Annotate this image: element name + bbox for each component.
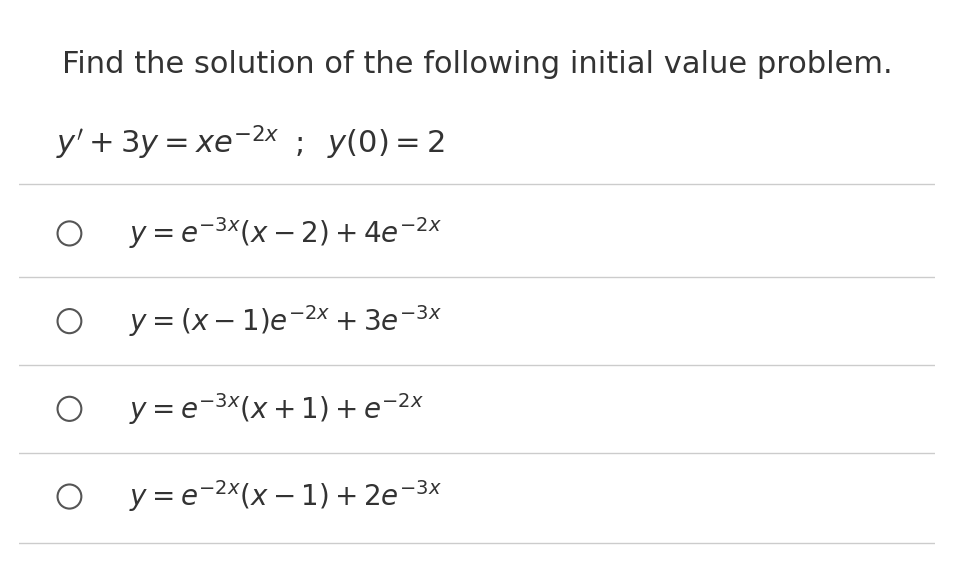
Text: $y=\left(x-1\right)e^{-2x}+3e^{-3x}$: $y=\left(x-1\right)e^{-2x}+3e^{-3x}$ [129, 303, 441, 339]
Text: Find the solution of the following initial value problem.: Find the solution of the following initi… [62, 50, 891, 79]
Text: $y=e^{-3x}\left(x-2\right)+4e^{-2x}$: $y=e^{-3x}\left(x-2\right)+4e^{-2x}$ [129, 215, 441, 251]
Text: $y^{\prime}+3y=xe^{-2x}\;\;;\;\;y\left(0\right)=2$: $y^{\prime}+3y=xe^{-2x}\;\;;\;\;y\left(0… [55, 124, 444, 162]
Text: $y=e^{-3x}\left(x+1\right)+e^{-2x}$: $y=e^{-3x}\left(x+1\right)+e^{-2x}$ [129, 391, 423, 427]
Text: $y=e^{-2x}\left(x-1\right)+2e^{-3x}$: $y=e^{-2x}\left(x-1\right)+2e^{-3x}$ [129, 478, 441, 514]
